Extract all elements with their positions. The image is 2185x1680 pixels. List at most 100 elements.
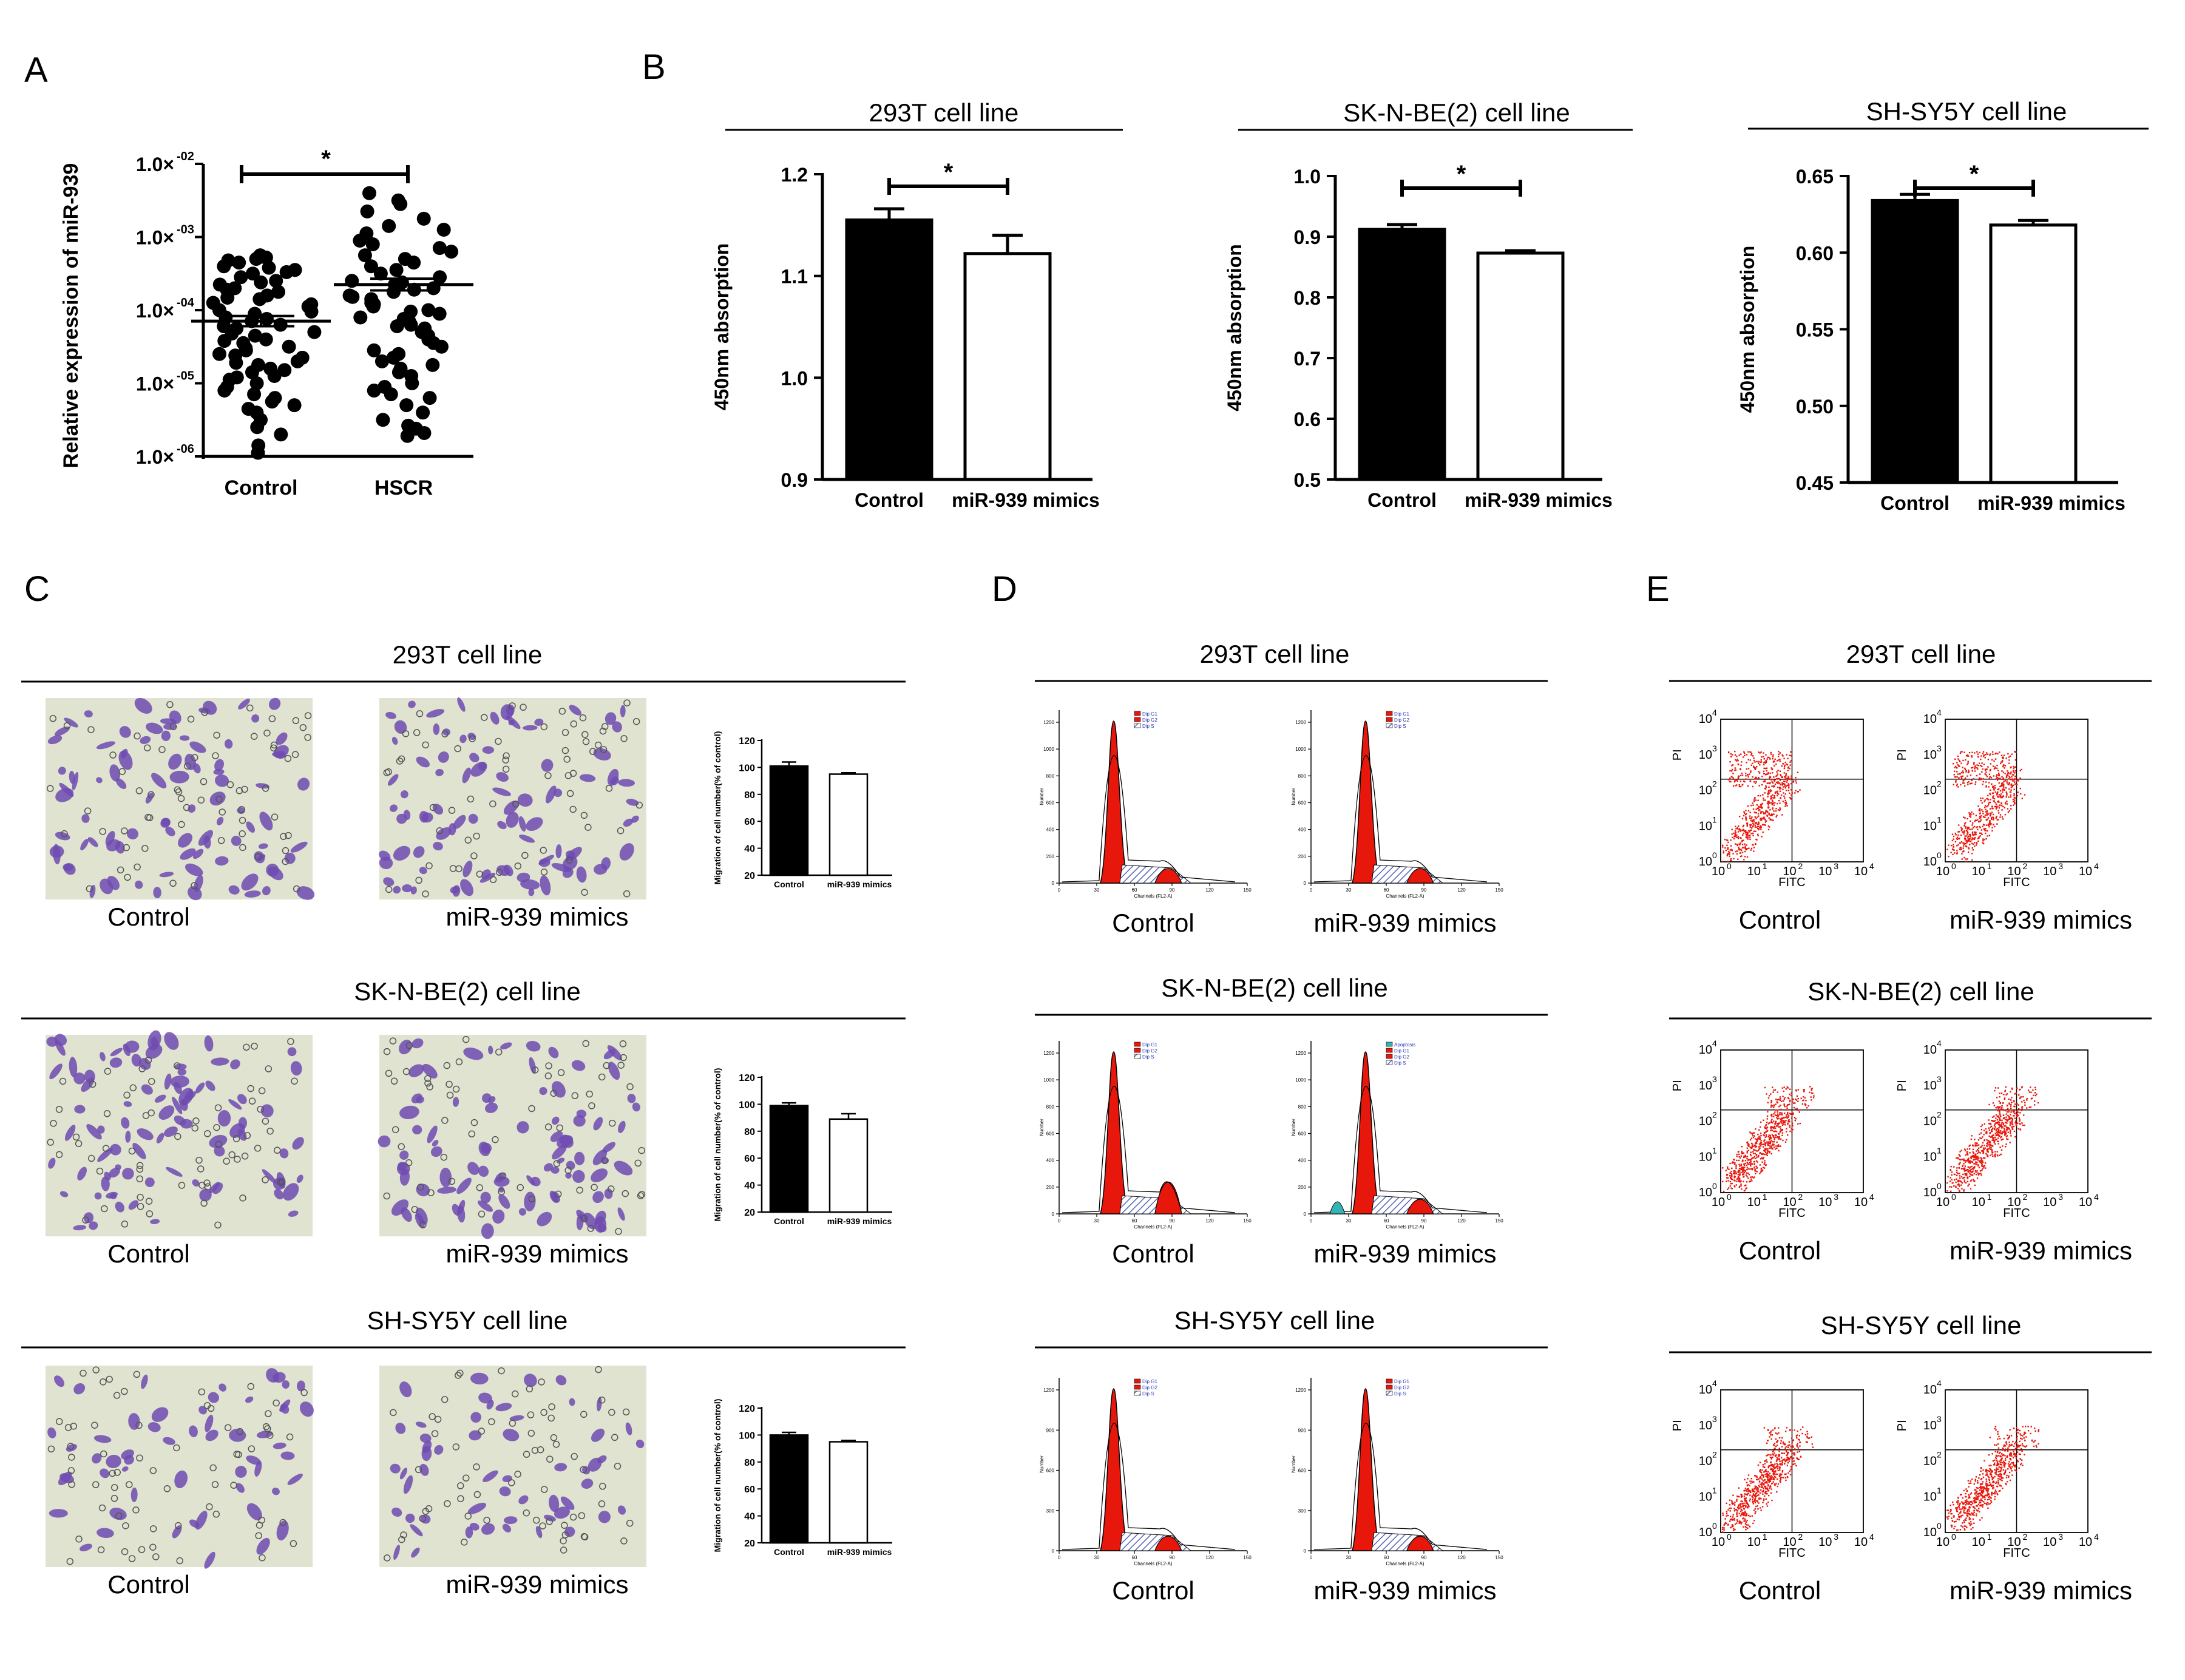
panel-e-event: [1747, 1491, 1749, 1492]
panel-e-event: [1782, 1139, 1784, 1142]
panel-c-pore: [556, 1124, 564, 1132]
panel-e-event: [1997, 796, 2000, 798]
panel-b-y-tick-label: 0.7: [1294, 348, 1321, 370]
panel-d-y-tick-label: 600: [1046, 801, 1055, 806]
panel-c-cell: [229, 1429, 246, 1442]
panel-c-cell: [541, 759, 554, 772]
panel-e-event: [1996, 1130, 1999, 1133]
panel-c-cell: [534, 718, 544, 726]
panel-c-cell: [58, 1471, 72, 1486]
panel-e-event: [1776, 771, 1778, 773]
panel-a-point: [262, 260, 276, 275]
panel-e-event: [1759, 827, 1761, 828]
panel-e-event: [1804, 1434, 1807, 1435]
panel-c-pore: [594, 741, 602, 749]
panel-e-event: [1746, 1524, 1747, 1526]
panel-c-cell: [498, 1187, 505, 1193]
panel-e-event: [1780, 1126, 1781, 1128]
panel-c-pore: [514, 1471, 521, 1478]
panel-e-event: [1766, 1473, 1768, 1475]
panel-e-event: [1992, 813, 1994, 816]
panel-e-event: [1787, 1116, 1789, 1119]
panel-e-event: [1772, 794, 1773, 796]
panel-e-event: [1969, 1144, 1971, 1147]
panel-c-pore: [441, 1396, 449, 1403]
panel-e-event: [1991, 1145, 1993, 1147]
panel-e-event: [1759, 1164, 1761, 1166]
panel-e-event: [2007, 772, 2010, 774]
panel-e-event: [1743, 859, 1745, 861]
panel-e-event: [1741, 818, 1744, 820]
panel-e-event: [2007, 811, 2010, 813]
panel-c-cell: [97, 1528, 114, 1538]
panel-c-pore: [508, 1479, 515, 1486]
panel-e-event: [1784, 787, 1787, 789]
panel-e-event: [1774, 792, 1777, 794]
panel-e-event: [1974, 1166, 1976, 1168]
panel-e-event: [1769, 1456, 1772, 1458]
panel-e-x-tick-label: 10: [2079, 865, 2092, 878]
panel-d-x-tick-label: 60: [1132, 887, 1137, 893]
panel-c-pore: [209, 1464, 217, 1472]
panel-e-event: [1767, 1150, 1769, 1153]
panel-e-event: [1980, 765, 1982, 767]
panel-c-cell: [158, 1105, 175, 1120]
panel-e-event: [1991, 1130, 1993, 1133]
panel-e-event: [1765, 1498, 1767, 1500]
panel-e-event: [1982, 781, 1985, 783]
panel-e-event: [1983, 1145, 1985, 1147]
panel-e-event: [1993, 1125, 1996, 1126]
panel-e-event: [1738, 828, 1741, 830]
panel-e-event: [1753, 1500, 1756, 1502]
panel-e-event: [2010, 796, 2012, 798]
panel-e-event: [1766, 1128, 1767, 1130]
panel-e-event: [1782, 1096, 1784, 1097]
panel-c-pore: [632, 717, 640, 725]
panel-e-event: [1997, 753, 1999, 755]
panel-c-pore: [637, 1192, 645, 1199]
panel-e-event: [1742, 1518, 1744, 1520]
panel-e-event: [1963, 825, 1965, 827]
panel-e-event: [1995, 1130, 1997, 1132]
panel-d-title: SK-N-BE(2) cell line: [1161, 974, 1387, 1002]
panel-c-pore: [580, 1466, 587, 1474]
panel-e-event: [2018, 1117, 2021, 1119]
panel-e-event: [1755, 1128, 1756, 1130]
panel-e-event: [1966, 754, 1969, 756]
panel-e-event: [1982, 768, 1983, 770]
panel-e-event: [1956, 762, 1958, 764]
panel-e-event: [1956, 838, 1958, 840]
panel-e-event: [1752, 1132, 1754, 1134]
panel-e-event: [1727, 1523, 1729, 1525]
panel-e-event: [2002, 788, 2004, 790]
panel-e-event: [1953, 784, 1954, 785]
panel-e-event: [1746, 832, 1747, 833]
panel-e-event: [1746, 825, 1748, 827]
panel-e-event: [1741, 855, 1743, 857]
panel-e-event: [1979, 832, 1981, 834]
panel-e-event: [1766, 782, 1768, 784]
panel-e-event: [1984, 814, 1987, 816]
panel-e-event: [1737, 1506, 1740, 1508]
panel-c-cell: [97, 1125, 105, 1134]
panel-c-bar: [828, 1118, 869, 1213]
panel-e-event: [1792, 1099, 1794, 1100]
panel-c-pore: [429, 804, 437, 811]
panel-e-event: [1728, 779, 1730, 781]
panel-e-event: [1772, 761, 1775, 763]
panel-c-cell: [437, 1187, 456, 1194]
panel-e-event: [1749, 815, 1751, 817]
panel-e-event: [1994, 1123, 1996, 1125]
panel-d-label: miR-939 mimics: [1313, 1239, 1496, 1268]
panel-e-event: [1773, 1125, 1776, 1128]
panel-e-event: [1760, 1167, 1763, 1170]
panel-c-bar: [769, 1434, 809, 1544]
panel-e-event: [1795, 1108, 1797, 1110]
panel-c-pore: [266, 1127, 274, 1135]
panel-c-cell: [416, 756, 430, 768]
panel-e-event: [1785, 774, 1787, 776]
panel-e-event: [2010, 808, 2012, 810]
panel-e-event: [1971, 833, 1974, 835]
panel-e-event: [1784, 1447, 1786, 1449]
